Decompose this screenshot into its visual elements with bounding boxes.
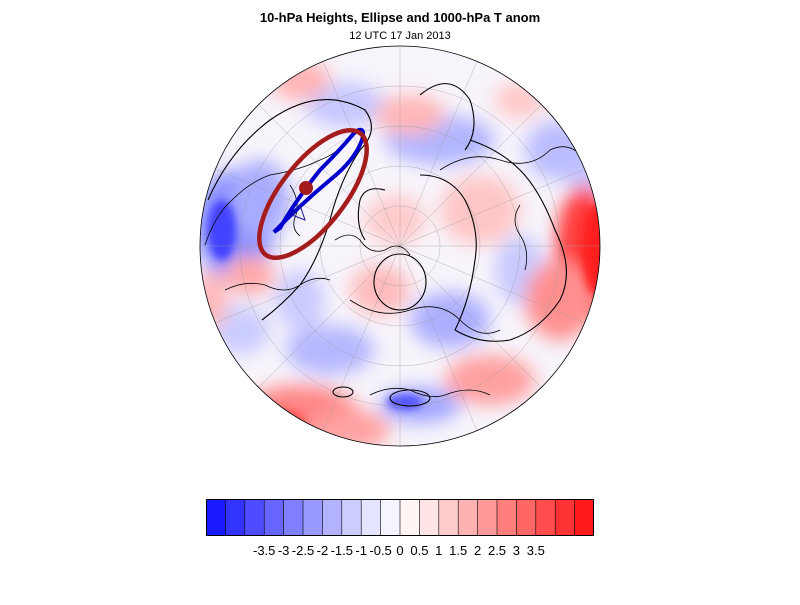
colorbar-tick-label: 2 — [473, 543, 482, 558]
map-boundary — [199, 45, 601, 447]
colorbar-cell — [283, 499, 304, 536]
colorbar-cell — [302, 499, 324, 536]
colorbar-cell — [516, 499, 537, 536]
colorbar-cell — [322, 499, 343, 536]
ellipse-center-marker — [299, 181, 313, 195]
chart-subtitle: 12 UTC 17 Jan 2013 — [349, 30, 451, 42]
colorbar-cell — [496, 499, 518, 536]
colorbar-cell — [574, 499, 594, 536]
colorbar-cell — [206, 499, 227, 536]
colorbar-cell — [554, 499, 576, 536]
vortex-ellipse — [257, 127, 369, 261]
colorbar-cell — [341, 499, 362, 536]
height-contours — [207, 83, 567, 407]
colorbar-tick-label: 1 — [435, 543, 443, 558]
colorbar-cell — [263, 499, 285, 536]
colorbar-tick-label: 3 — [512, 543, 521, 558]
chart-title: 10-hPa Heights, Ellipse and 1000-hPa T a… — [259, 10, 541, 25]
coastlines — [204, 129, 586, 398]
colorbar-tick-label: -3.5 — [252, 543, 276, 558]
colorbar-tick-label: 1.5 — [449, 543, 468, 558]
colorbar-tick-label: -2 — [316, 543, 329, 558]
colorbar-cell — [225, 499, 246, 536]
colorbar-cell — [399, 499, 421, 536]
colorbar-cell — [380, 499, 401, 536]
colorbar-cell — [457, 499, 479, 536]
colorbar-tick-label: -1 — [355, 543, 367, 558]
colorbar-cell — [535, 499, 556, 536]
colorbar-cell — [438, 499, 459, 536]
colorbar-tick-label: -3 — [277, 543, 290, 558]
colorbar-cell — [419, 499, 440, 536]
colorbar-cell — [244, 499, 265, 536]
temperature-anomaly-field — [200, 46, 600, 446]
colorbar-tick-label: -0.5 — [369, 543, 392, 558]
colorbar-tick-label: -1.5 — [330, 543, 353, 558]
colorbar-tick-label: 0.5 — [410, 543, 429, 558]
colorbar-tick-label: 0 — [396, 543, 404, 558]
colorbar — [206, 499, 594, 536]
colorbar-cell — [360, 499, 382, 536]
colorbar-tick-label: 3.5 — [526, 543, 545, 558]
colorbar-labels: -3.5 -3 -2.5 -2 -1.5 -1 -0.5 0 0.5 1 1.5 2 2.5 3 3.5 — [0, 543, 800, 563]
colorbar-tick-label: 2.5 — [487, 543, 507, 558]
colorbar-cell — [477, 499, 498, 536]
colorbar-tick-label: -2.5 — [291, 543, 315, 558]
